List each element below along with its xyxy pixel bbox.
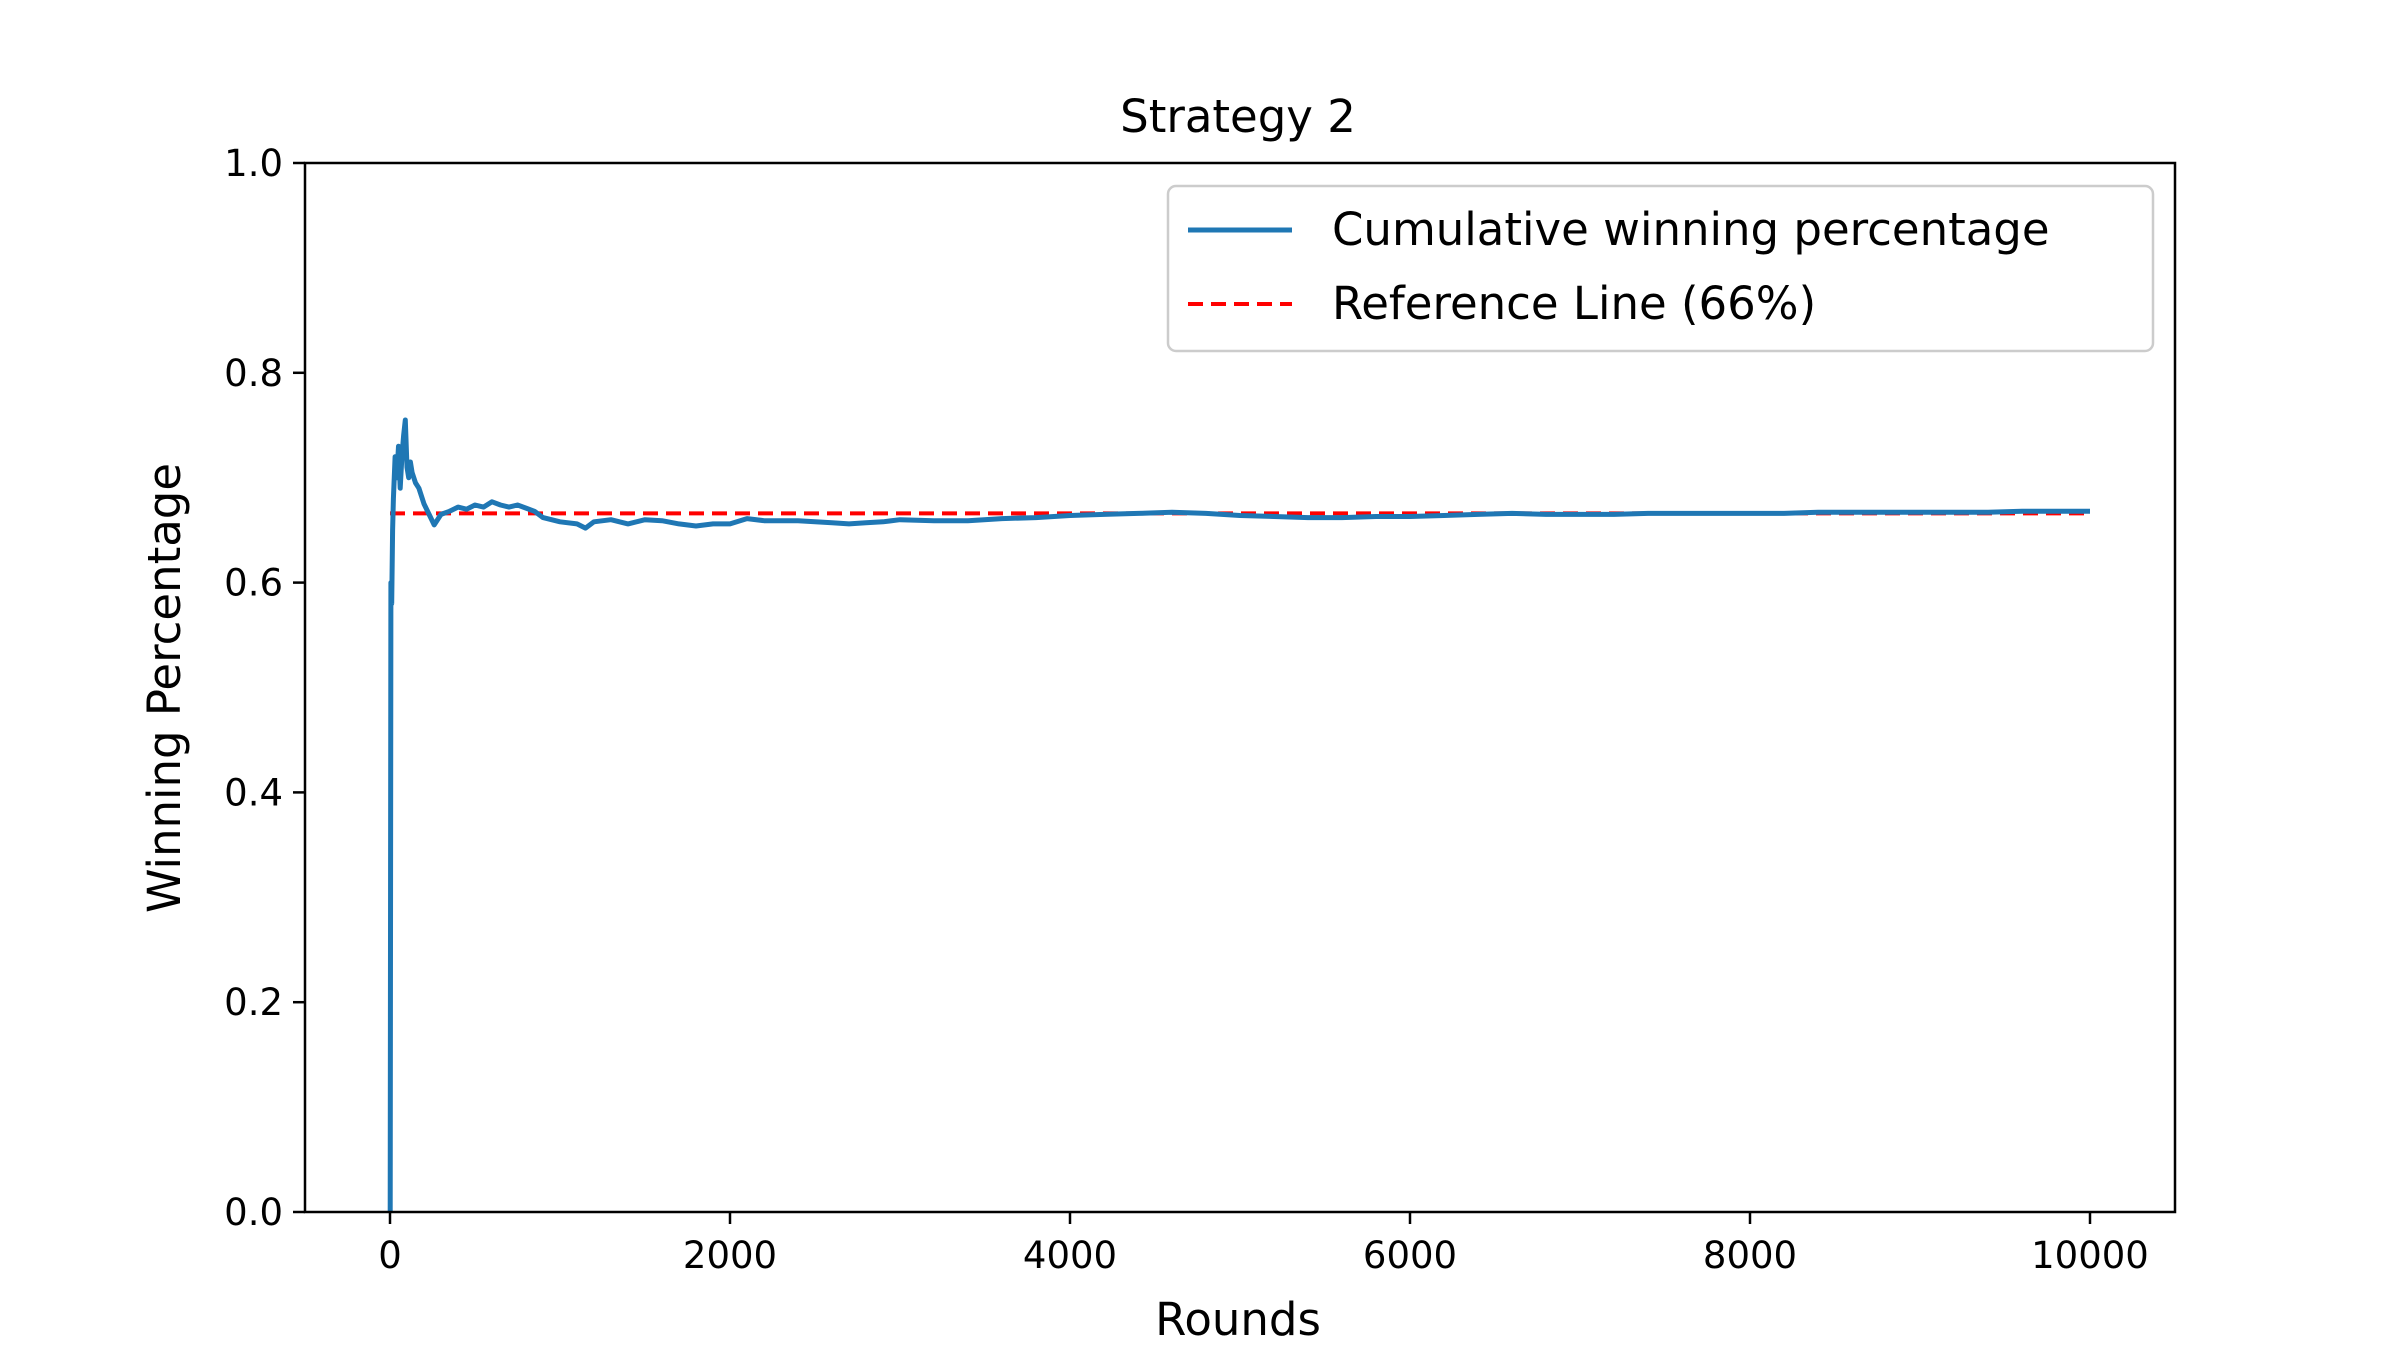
chart-title: Strategy 2: [1120, 90, 1356, 143]
y-axis-label: Winning Percentage: [138, 463, 191, 913]
series-line-0: [387, 417, 2090, 1213]
plot-area: [303, 161, 2177, 1214]
y-tick-label: 0.4: [224, 771, 283, 814]
axes-frame: [303, 161, 2177, 1214]
x-tick-label: 10000: [2031, 1234, 2149, 1277]
y-tick-label: 0.2: [224, 981, 283, 1024]
legend-frame: [1166, 184, 2155, 353]
y-tick-label: 1.0: [224, 142, 283, 185]
y-tick-label: 0.0: [224, 1191, 283, 1234]
x-axis-ticks: 0 2000 4000 6000 8000 10000: [378, 1212, 2149, 1277]
x-axis-label: Rounds: [1155, 1293, 1321, 1346]
x-tick-label: 2000: [683, 1234, 777, 1277]
legend-entry-label: Cumulative winning percentage: [1332, 203, 2050, 256]
x-tick-label: 4000: [1023, 1234, 1117, 1277]
legend: Cumulative winning percentage Reference L…: [1166, 184, 2155, 353]
x-tick-label: 6000: [1363, 1234, 1457, 1277]
y-tick-label: 0.6: [224, 562, 283, 605]
x-tick-label: 8000: [1703, 1234, 1797, 1277]
y-tick-label: 0.8: [224, 352, 283, 395]
legend-entry-label: Reference Line (66%): [1332, 277, 1816, 330]
y-axis-ticks: 0.0 0.2 0.4 0.6 0.8 1.0: [224, 142, 305, 1234]
x-tick-label: 0: [378, 1234, 402, 1277]
